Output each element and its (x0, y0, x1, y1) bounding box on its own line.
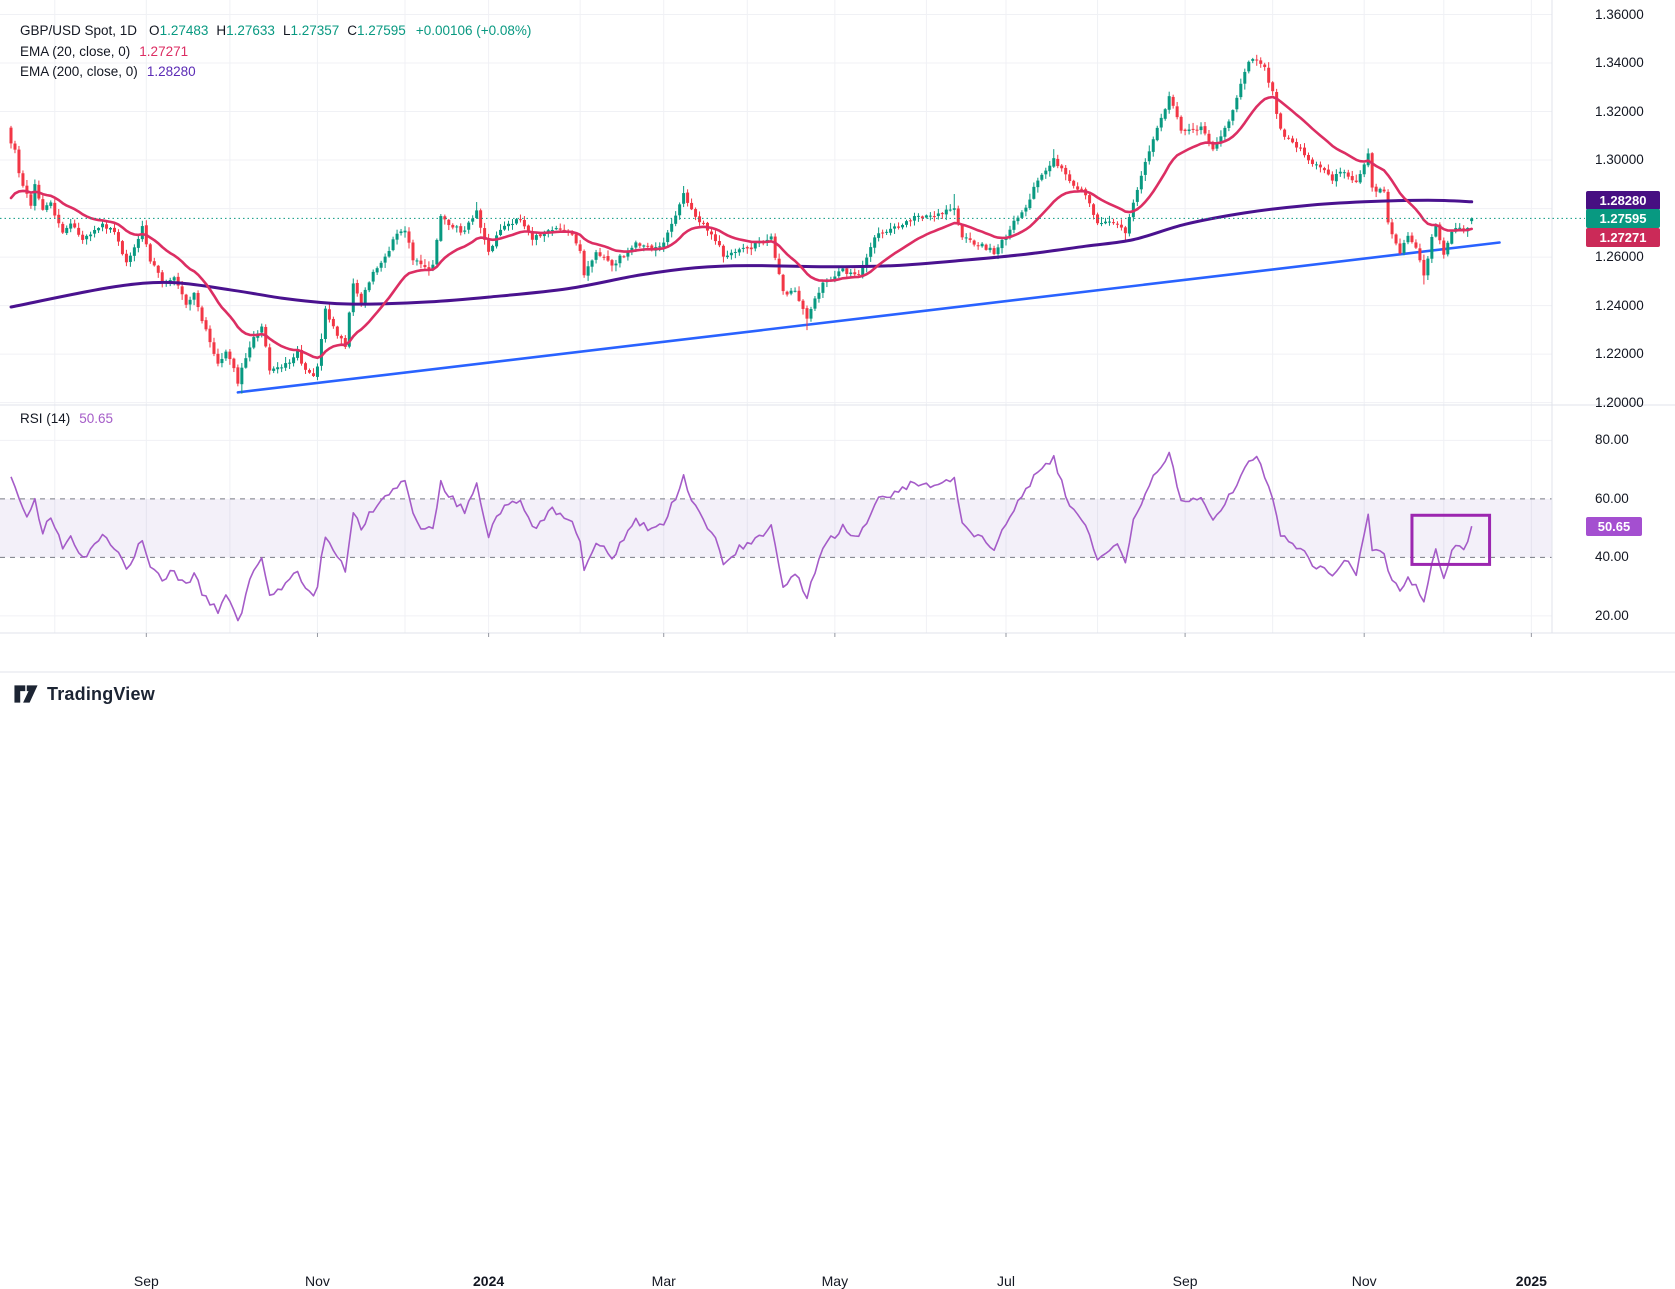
price-axis-label: 1.24000 (1595, 297, 1644, 313)
time-axis-label: Mar (651, 1273, 676, 1289)
time-axis-label: Nov (305, 1273, 330, 1289)
ema200-line[interactable] (9, 198, 1474, 309)
chart-legend: GBP/USD Spot, 1D O1.27483 H1.27633 L1.27357… (20, 21, 531, 83)
ema20-value: 1.27271 (139, 43, 189, 59)
time-axis-label: Nov (1351, 1273, 1377, 1289)
candles-series[interactable] (9, 54, 1474, 394)
price-axis-label: 1.22000 (1595, 346, 1644, 362)
symbol-row: GBP/USD Spot, 1D O1.27483 H1.27633 L1.27357… (20, 21, 531, 42)
ema200-price-badge: 1.28280 (1586, 191, 1660, 210)
rsi-axis-label: 60.00 (1595, 490, 1629, 506)
price-axis-label: 1.20000 (1595, 394, 1644, 410)
time-axis-label: Sep (133, 1273, 159, 1289)
price-axis-label: 1.26000 (1595, 249, 1644, 265)
rsi-value-badge: 50.65 (1586, 517, 1642, 536)
change-value: +0.00106 (+0.08%) (415, 23, 532, 38)
price-axis-label: 1.34000 (1595, 55, 1644, 71)
ema20-row: EMA (20, close, 0) 1.27271 (20, 42, 531, 63)
trendline[interactable] (236, 241, 1501, 394)
ohlc-values: O1.27483 H1.27633 L1.27357 C1.27595 (149, 23, 414, 38)
ema20-line[interactable] (9, 95, 1473, 360)
time-axis-label: Jul (997, 1273, 1015, 1289)
tradingview-watermark[interactable]: TradingView (13, 683, 155, 705)
ohlc-item: C1.27595 (347, 23, 406, 38)
ema200-label[interactable]: EMA (200, close, 0) (20, 64, 138, 79)
last-price-badge: 1.27595 (1586, 209, 1660, 228)
rsi-axis-label: 80.00 (1595, 432, 1629, 448)
ema20-price-badge: 1.27271 (1586, 228, 1660, 247)
ema200-value: 1.28280 (146, 64, 196, 79)
rsi-line[interactable] (10, 451, 1473, 622)
price-axis-label: 1.36000 (1595, 6, 1644, 22)
rsi-label[interactable]: RSI (14) (20, 411, 71, 426)
symbol-title[interactable]: GBP/USD Spot, 1D (20, 23, 138, 38)
ema200-row: EMA (200, close, 0) 1.28280 (20, 62, 531, 83)
rsi-value: 50.65 (79, 411, 114, 426)
chart-canvas[interactable] (0, 0, 1675, 718)
time-axis-label: 2025 (1515, 1273, 1547, 1289)
time-axis-label: 2024 (473, 1273, 505, 1289)
rsi-annotation-rectangle[interactable] (1410, 513, 1492, 566)
price-axis-label: 1.32000 (1595, 103, 1644, 119)
time-axis-label: Sep (1172, 1273, 1198, 1289)
time-axis-label: May (821, 1273, 849, 1289)
ohlc-item: O1.27483 (149, 23, 209, 38)
rsi-axis-label: 40.00 (1595, 549, 1629, 565)
rsi-legend: RSI (14) 50.65 (20, 411, 113, 426)
tradingview-logo-text: TradingView (47, 683, 155, 704)
price-axis-label: 1.30000 (1595, 152, 1644, 168)
rsi-axis-label: 20.00 (1595, 607, 1629, 623)
ohlc-item: L1.27357 (282, 23, 340, 38)
ohlc-item: H1.27633 (216, 23, 275, 38)
time-axis[interactable]: Sep Nov 2024 Mar May Jul Sep Nov 2025 (0, 633, 1675, 1289)
ema20-label[interactable]: EMA (20, close, 0) (20, 43, 131, 59)
tradingview-logo-icon (14, 685, 38, 703)
